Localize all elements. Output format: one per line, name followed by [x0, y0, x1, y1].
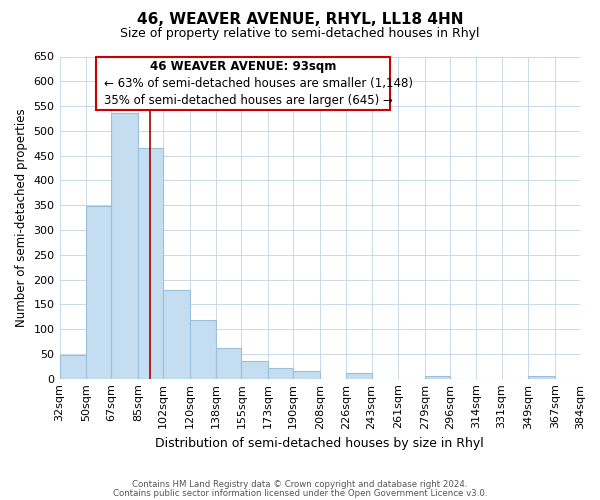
- Text: Contains HM Land Registry data © Crown copyright and database right 2024.: Contains HM Land Registry data © Crown c…: [132, 480, 468, 489]
- Text: 35% of semi-detached houses are larger (645) →: 35% of semi-detached houses are larger (…: [104, 94, 392, 106]
- Bar: [111, 113, 138, 378]
- Text: 46 WEAVER AVENUE: 93sqm: 46 WEAVER AVENUE: 93sqm: [150, 60, 336, 72]
- Bar: [59, 356, 86, 378]
- Bar: [216, 348, 241, 378]
- Text: ← 63% of semi-detached houses are smaller (1,148): ← 63% of semi-detached houses are smalle…: [104, 78, 413, 90]
- Bar: [425, 376, 450, 378]
- Bar: [241, 362, 268, 378]
- Text: 46, WEAVER AVENUE, RHYL, LL18 4HN: 46, WEAVER AVENUE, RHYL, LL18 4HN: [137, 12, 463, 28]
- Text: Contains public sector information licensed under the Open Government Licence v3: Contains public sector information licen…: [113, 490, 487, 498]
- Bar: [163, 290, 190, 378]
- FancyBboxPatch shape: [96, 56, 390, 110]
- Bar: [346, 372, 371, 378]
- Bar: [138, 148, 163, 378]
- Bar: [268, 368, 293, 378]
- Bar: [86, 206, 111, 378]
- Text: Size of property relative to semi-detached houses in Rhyl: Size of property relative to semi-detach…: [120, 28, 480, 40]
- X-axis label: Distribution of semi-detached houses by size in Rhyl: Distribution of semi-detached houses by …: [155, 437, 484, 450]
- Bar: [293, 371, 320, 378]
- Y-axis label: Number of semi-detached properties: Number of semi-detached properties: [15, 108, 28, 327]
- Bar: [528, 376, 555, 378]
- Bar: [190, 320, 216, 378]
